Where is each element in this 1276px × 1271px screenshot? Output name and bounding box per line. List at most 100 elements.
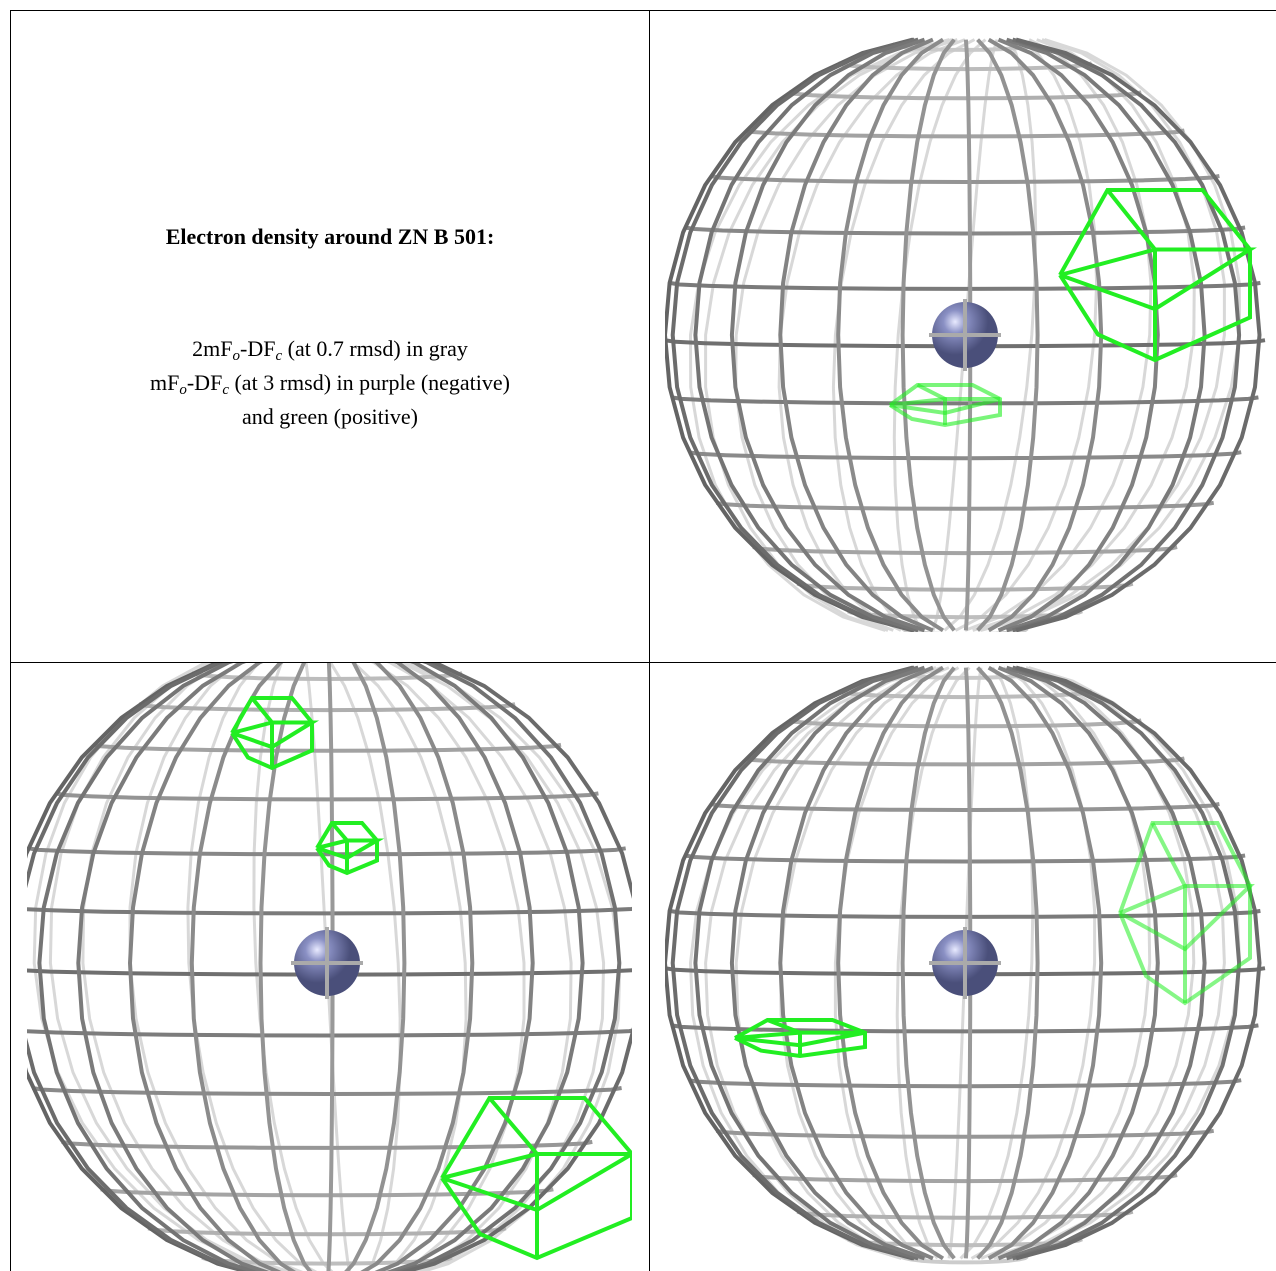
mesh-line (752, 1173, 1178, 1184)
difference-density (734, 1018, 867, 1059)
subscript: c (222, 382, 229, 398)
density-view (27, 663, 632, 1271)
mesh-line (76, 663, 270, 1271)
mesh-line (252, 663, 334, 1271)
mesh-line (351, 663, 468, 1271)
mesh-line (836, 37, 945, 632)
mesh-line (745, 128, 1185, 139)
mesh-line (688, 450, 1242, 461)
mesh-line (704, 38, 953, 632)
mesh-line (900, 38, 956, 632)
mesh-line (669, 280, 1261, 291)
difference-density (1059, 247, 1257, 312)
mesh-line (371, 663, 526, 1271)
description: 2mFo-DFc (at 0.7 rmsd) in gray mFo-DFc (a… (12, 332, 648, 434)
difference-density (1119, 884, 1255, 952)
mesh-line (778, 37, 934, 632)
mesh-line (344, 663, 407, 1271)
mesh-line (833, 666, 960, 1260)
mesh-line (191, 671, 463, 681)
mesh-line (980, 666, 1152, 1260)
mesh-line (788, 90, 1142, 101)
text-run: and green (positive) (242, 404, 418, 429)
difference-density (231, 720, 320, 750)
mesh-line (993, 666, 1226, 1260)
mesh-line (27, 663, 255, 1271)
mesh-line (987, 37, 1104, 632)
border (10, 10, 1276, 11)
mesh-line (693, 37, 919, 632)
subscript: o (232, 348, 241, 364)
difference-density (888, 383, 1002, 428)
difference-density (330, 821, 349, 873)
mesh-line (980, 38, 1242, 632)
border (649, 10, 650, 1271)
difference-density (766, 1018, 802, 1056)
difference-density (916, 383, 947, 425)
mesh-line (987, 665, 1104, 1261)
difference-density (441, 1152, 632, 1213)
mesh-line (976, 666, 1040, 1260)
difference-density (1118, 821, 1252, 1006)
mesh-line (900, 666, 956, 1260)
mesh-line (788, 718, 1142, 729)
mesh-line (895, 666, 971, 1260)
mesh-line (671, 395, 1259, 406)
mesh-line (386, 663, 585, 1271)
mesh-line (328, 663, 402, 1271)
description-line: mFo-DFc (at 3 rmsd) in purple (negative) (12, 366, 648, 400)
mesh-line (55, 791, 599, 802)
mesh-line (1005, 37, 1207, 632)
mesh-line (976, 38, 1040, 632)
subscript: o (179, 382, 187, 398)
mesh-line (837, 689, 1093, 700)
mesh-line (92, 742, 562, 753)
density-view (665, 665, 1266, 1265)
difference-density (1105, 188, 1157, 360)
description-line: 2mFo-DFc (at 0.7 rmsd) in gray (12, 332, 648, 366)
text-run: mF (150, 370, 180, 395)
mesh-line (399, 663, 632, 1271)
mesh-line (670, 37, 915, 632)
mesh-line (752, 545, 1178, 556)
difference-density (230, 696, 314, 771)
border (10, 662, 1276, 663)
mesh-line (943, 38, 1038, 632)
mesh-line (1005, 665, 1207, 1261)
border (10, 10, 11, 1271)
subscript: c (275, 348, 283, 364)
panel-title: Electron density around ZN B 501: (165, 224, 495, 249)
mesh-line (37, 663, 261, 1271)
text-run: (at 0.7 rmsd) in gray (282, 336, 468, 361)
difference-density (250, 696, 274, 768)
mesh-line (710, 174, 1220, 184)
mesh-line (970, 666, 1097, 1260)
mesh-line (796, 1209, 1134, 1220)
mesh-line (684, 225, 1246, 236)
mesh-line (778, 665, 934, 1261)
difference-density (889, 397, 1001, 416)
mesh-line (27, 1028, 632, 1038)
mesh-line (394, 663, 622, 1271)
difference-density (1058, 188, 1252, 363)
text-run: (at 3 rmsd) in purple (negative) (228, 370, 510, 395)
mesh-line (32, 1086, 622, 1096)
mesh-line (374, 663, 535, 1271)
mesh-line (61, 1139, 593, 1150)
mesh-line (27, 906, 632, 916)
difference-density (1150, 822, 1187, 1003)
text-run: -DF (186, 370, 223, 395)
mesh-line (688, 1078, 1242, 1089)
density-view (665, 37, 1266, 632)
difference-density (487, 1096, 539, 1258)
mesh-line (1015, 665, 1262, 1261)
mesh-line (954, 38, 1099, 632)
mesh-line (128, 663, 282, 1271)
mesh-line (710, 802, 1220, 812)
mesh-line (729, 665, 926, 1261)
mesh-line (665, 665, 914, 1261)
mesh-line (27, 663, 253, 1271)
mesh-line (997, 665, 1160, 1261)
mesh-line (745, 756, 1185, 767)
